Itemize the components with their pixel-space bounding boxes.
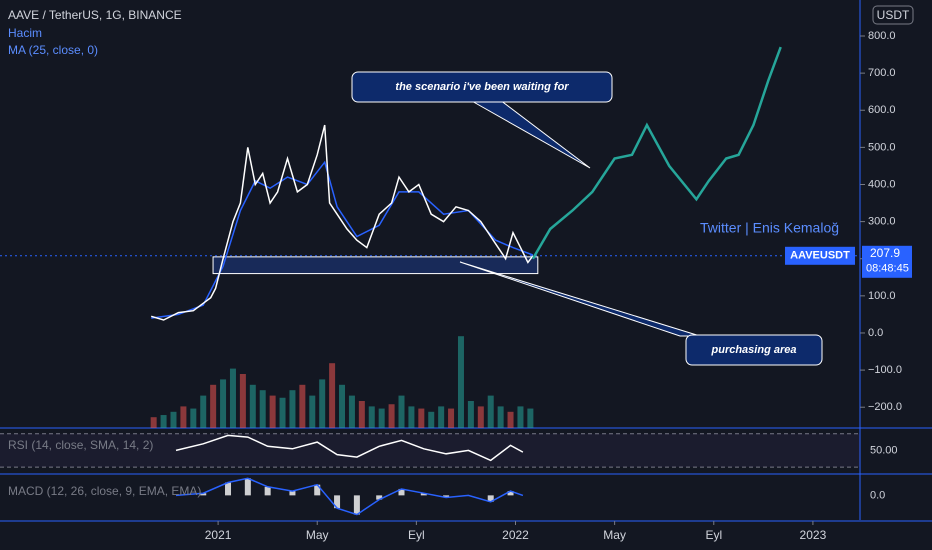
rsi-line <box>175 434 524 462</box>
volume-bar <box>319 379 326 428</box>
price-tag <box>862 245 912 278</box>
volume-bar <box>398 395 405 428</box>
macd-histogram <box>314 484 321 496</box>
x-tick-label: 2022 <box>502 528 529 542</box>
macd-histogram <box>507 491 514 496</box>
volume-bar <box>309 395 316 428</box>
volume-bar <box>497 406 504 428</box>
volume-bar <box>527 408 534 428</box>
volume-bar <box>339 384 346 428</box>
macd-histogram <box>289 491 296 496</box>
projection-line <box>531 46 782 260</box>
rsi-title: RSI (14, close, SMA, 14, 2) <box>8 438 153 452</box>
callout-text: purchasing area <box>711 344 797 356</box>
y-tick-label: 400.0 <box>868 178 896 190</box>
ma-line <box>151 160 534 319</box>
volume-bar <box>457 336 464 428</box>
volume-bar <box>358 401 365 428</box>
volume-bar <box>269 395 276 428</box>
volume-bar <box>160 415 167 428</box>
volume-bar <box>289 390 296 428</box>
volume-bar <box>249 384 256 428</box>
y-tick-label: −200.0 <box>868 401 902 413</box>
macd-histogram <box>200 493 207 496</box>
currency-box[interactable] <box>872 5 914 25</box>
y-tick-label: 700.0 <box>868 67 896 79</box>
watermark: Twitter | Enis Kemaloğ <box>700 220 839 236</box>
macd-histogram <box>376 495 383 500</box>
y-tick-label: 300.0 <box>868 216 896 228</box>
price-line <box>150 124 534 321</box>
chart-title: AAVE / TetherUS, 1G, BINANCE <box>8 8 182 22</box>
y-tick-label: 0.0 <box>868 327 883 339</box>
macd-histogram <box>487 495 494 502</box>
price-label: 207.9 <box>870 246 900 260</box>
x-tick-label: May <box>603 528 626 542</box>
macd-tick-label: 0.0 <box>870 489 885 501</box>
volume-bar <box>279 397 286 428</box>
macd-histogram <box>398 488 405 496</box>
y-tick-label: −100.0 <box>868 364 902 376</box>
x-tick-label: 2021 <box>205 528 232 542</box>
rsi-tick-label: 50.00 <box>870 444 898 456</box>
macd-histogram <box>420 493 427 496</box>
macd-title: MACD (12, 26, close, 9, EMA, EMA) <box>8 484 201 498</box>
volume-bar <box>467 401 474 428</box>
x-tick-label: 2023 <box>800 528 827 542</box>
volume-bar <box>220 379 227 428</box>
volume-bar <box>150 417 157 428</box>
callout-box <box>351 71 613 103</box>
volume-bar <box>239 374 246 428</box>
volume-bar <box>190 408 197 428</box>
y-tick-label: 800.0 <box>868 30 896 42</box>
volume-bar <box>180 406 187 428</box>
volume-bar <box>348 395 355 428</box>
volume-bar <box>418 408 425 428</box>
macd-histogram <box>334 495 341 509</box>
timer-label: 08:48:45 <box>866 263 909 275</box>
volume-bar <box>378 408 385 428</box>
callout-text: the scenario i've been waiting for <box>395 81 569 93</box>
currency[interactable]: USDT <box>877 8 910 22</box>
y-tick-label: 600.0 <box>868 104 896 116</box>
volume-bar <box>517 406 524 428</box>
legend-line: MA (25, close, 0) <box>8 43 98 57</box>
volume-bar <box>329 363 336 428</box>
macd-histogram <box>443 495 450 498</box>
legend-line: Hacim <box>8 26 42 40</box>
volume-bar <box>438 406 445 428</box>
volume-bar <box>428 411 435 428</box>
volume-bar <box>448 408 455 428</box>
y-tick-label: 500.0 <box>868 141 896 153</box>
volume-bar <box>487 395 494 428</box>
volume-bar <box>229 368 236 428</box>
symbol-tag <box>785 246 855 265</box>
volume-bar <box>299 384 306 428</box>
callout-box <box>685 334 823 366</box>
symbol-label: AAVEUSDT <box>790 250 850 262</box>
volume-bar <box>210 384 217 428</box>
x-tick-label: May <box>306 528 329 542</box>
macd-histogram <box>264 486 271 496</box>
macd-line <box>175 477 524 516</box>
x-tick-label: Eyl <box>408 528 425 542</box>
volume-bar <box>170 411 177 428</box>
volume-bar <box>507 411 514 428</box>
macd-histogram <box>353 495 360 515</box>
macd-histogram <box>225 482 232 496</box>
purchase-zone <box>212 256 539 275</box>
volume-bar <box>259 390 266 428</box>
y-tick-label: 100.0 <box>868 290 896 302</box>
volume-bar <box>408 406 415 428</box>
macd-histogram <box>244 478 251 496</box>
volume-bar <box>477 406 484 428</box>
volume-bar <box>388 404 395 428</box>
x-tick-label: Eyl <box>705 528 722 542</box>
volume-bar <box>200 395 207 428</box>
volume-bar <box>368 406 375 428</box>
